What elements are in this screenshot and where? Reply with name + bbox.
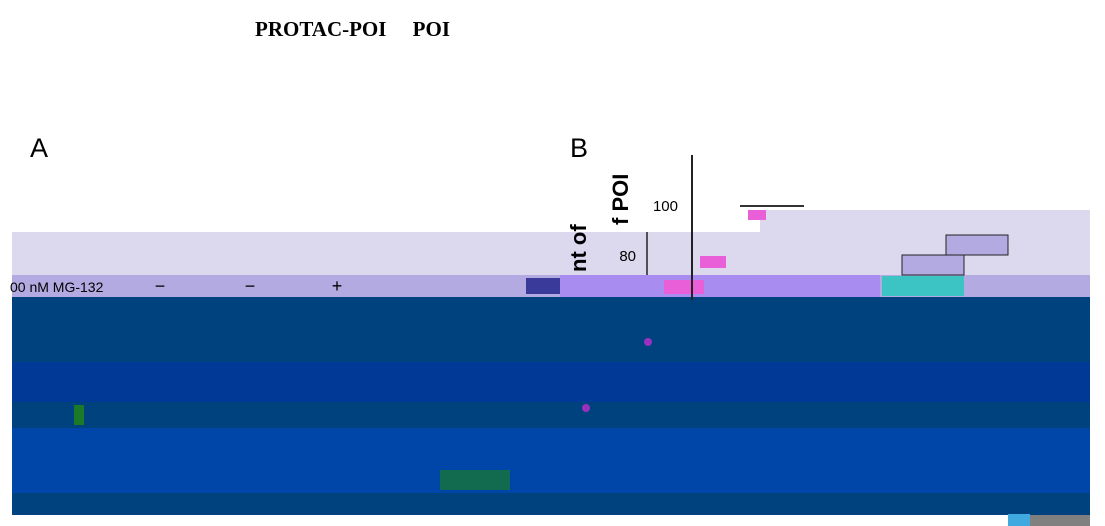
- sign: +: [332, 276, 343, 296]
- panel-label: A: [30, 133, 48, 163]
- tick-label: 80: [619, 248, 636, 265]
- axis-label: nt of: [566, 224, 591, 272]
- artifact: [644, 338, 652, 346]
- artifact: [526, 278, 560, 294]
- artifact: [664, 280, 704, 294]
- panel-label: B: [570, 133, 588, 163]
- axis-label: f POI: [608, 174, 633, 225]
- artifact: [582, 404, 590, 412]
- sign: −: [155, 276, 166, 296]
- sign: −: [245, 276, 256, 296]
- artifact: [700, 256, 726, 268]
- band: [760, 210, 1090, 234]
- artifact: [74, 405, 84, 425]
- hatch-box: [882, 276, 964, 296]
- row-label: 00 nM MG-132: [10, 279, 104, 295]
- hatch-box: [945, 234, 1009, 256]
- bracket: [740, 205, 804, 207]
- artifact: [440, 470, 510, 490]
- tick-label: 100: [653, 198, 678, 215]
- band: [12, 362, 1090, 402]
- artifact: [748, 210, 766, 220]
- band: [560, 275, 880, 297]
- title: PROTAC-POI POI: [255, 17, 450, 41]
- band: [1008, 514, 1030, 526]
- hatch-box: [901, 254, 965, 276]
- band: [1030, 515, 1090, 526]
- band: [12, 428, 1090, 493]
